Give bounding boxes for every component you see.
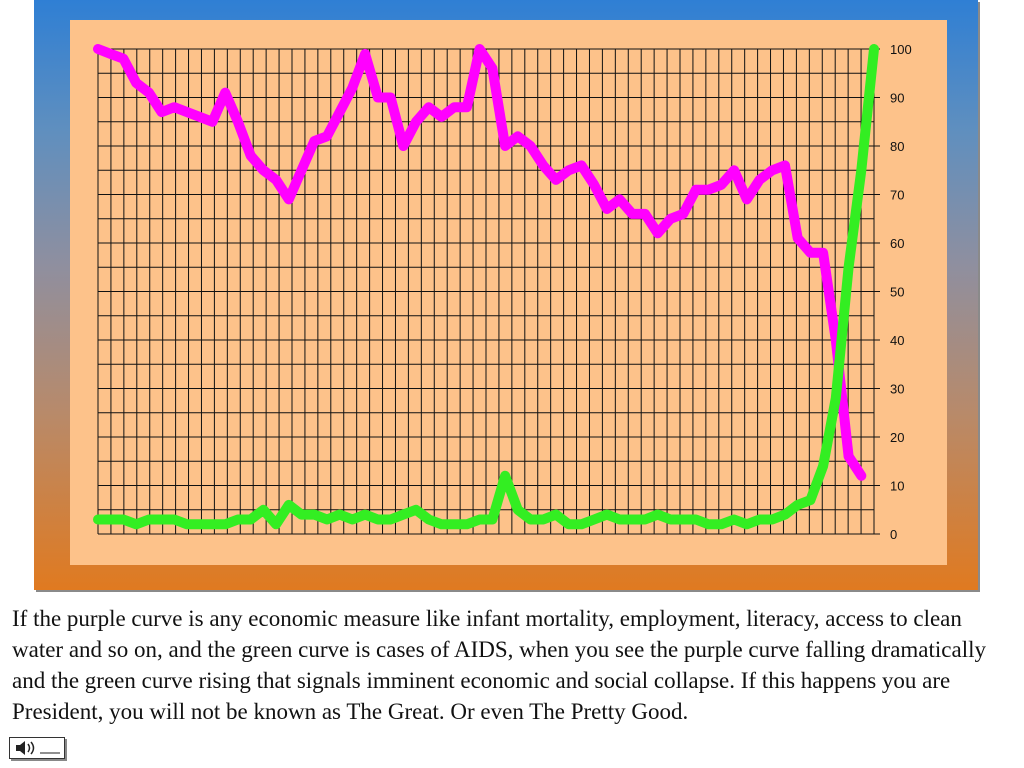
speaker-icon[interactable]: [9, 737, 65, 759]
y-tick-label: 50: [890, 285, 904, 300]
series-layer: [93, 44, 879, 530]
series-line-purple: [93, 44, 867, 481]
caption-text: If the purple curve is any economic meas…: [12, 606, 986, 724]
y-tick-label: 90: [890, 91, 904, 106]
y-tick-label: 40: [890, 333, 904, 348]
y-tick-label: 60: [890, 236, 904, 251]
y-tick-label: 80: [890, 139, 904, 154]
y-tick-label: 0: [890, 527, 897, 542]
y-tick-label: 70: [890, 188, 904, 203]
y-tick-label: 10: [890, 479, 904, 494]
y-tick-label: 100: [890, 42, 912, 57]
y-tick-labels: 0 10 20 30 40 50 60 70 80 90 100: [890, 42, 912, 542]
y-tick-label: 20: [890, 430, 904, 445]
y-tick-label: 30: [890, 382, 904, 397]
series-line-green: [93, 44, 879, 530]
grid-layer: [97, 48, 880, 535]
